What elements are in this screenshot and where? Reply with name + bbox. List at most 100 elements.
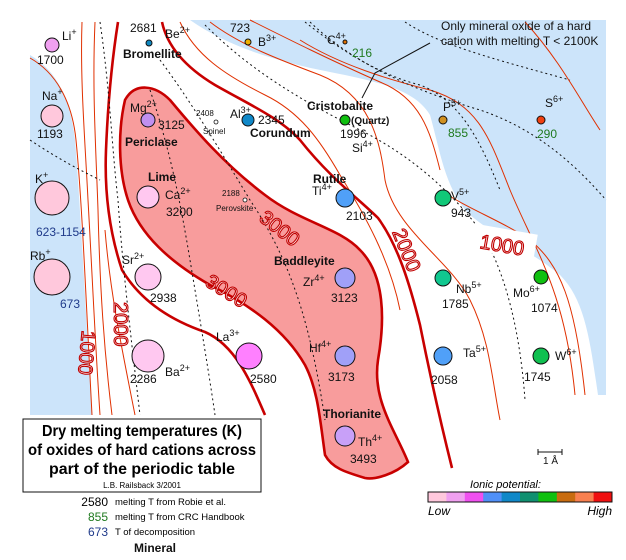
mineral-name: Bromellite [123,47,182,61]
ion-be: Be2+ 2681 Bromellite [123,21,190,61]
melting-temperature: 2580 [250,372,277,386]
melting-temperature: 1996 [340,127,367,141]
ion-circle [532,347,550,365]
melting-temperature: 723 [230,21,250,35]
ion-circle [438,115,448,125]
callout-line-1: Only mineral oxide of a hard [441,19,591,33]
melting-temperature: 2103 [346,209,373,223]
ion-label: Na+ [42,87,63,103]
melting-temperature: 1193 [37,127,63,141]
ion-circle [536,115,546,125]
melting-temperature: 2938 [150,291,177,305]
ion-label: Ba2+ [165,363,190,379]
ion-b: B3+ 723 [230,21,276,49]
contour-2000-left [104,21,267,416]
ionic-scale-swatch [501,492,521,502]
ion-circle [140,112,156,128]
high-temp-region [118,86,410,480]
ion-c: C4+ 216 [327,31,372,60]
melting-temperature: 290 [537,127,557,141]
ion-circle [334,425,356,447]
ion-la: La3+ 2580 [216,328,277,386]
ionic-scale-swatch [464,492,484,502]
ion-circle [533,269,549,285]
ion-circle [145,39,153,47]
ionic-scale-swatch [446,492,466,502]
ionic-scale-swatch [556,492,576,502]
legend-text-decomp: T of decomposition [115,527,195,538]
melting-temperature: 855 [448,126,468,140]
ion-ti: Ti4+ 2103 Rutile [312,172,373,223]
legend-value-crc: 855 [88,510,108,524]
mineral-name: Rutile [313,172,347,186]
ion-label: Zr4+ [303,273,325,289]
mineral-name: Cristobalite [307,99,373,113]
title-line-3: part of the periodic table [49,461,235,478]
mineral-note: (Quartz) [351,116,389,127]
ion-label: Mg2+ [130,99,157,115]
ion-sr: Sr2+ 2938 [122,251,177,305]
ionic-scale-swatch [593,492,613,502]
ionic-scale-high: High [587,504,612,518]
ion-label: V5+ [451,187,469,203]
temperature-legend: 2580 melting T from Robie et al. 855 mel… [81,495,244,555]
ion-label: La3+ [216,328,240,344]
ion-rb: Rb+ 673 [30,247,80,311]
title-line-2: of oxides of hard cations across [28,442,256,459]
svg-text:2408: 2408 [196,109,214,118]
melting-temperature: 1074 [531,301,558,315]
ion-v: V5+943 [434,187,471,220]
ion-ca: Ca2+ 3200 Lime [136,170,193,219]
ion-k: K+ 623-1154 [34,170,86,239]
ion-label: Sr2+ [122,251,144,267]
melting-temperature: 3125 [158,118,185,132]
melting-temperature: 2345 [258,113,285,127]
melting-temperature: 3493 [350,452,377,466]
melting-temperature: 216 [352,46,372,60]
ion-circle [434,189,452,207]
ion-label: Al3+ [230,105,251,121]
ion-circle [334,345,356,367]
mineral-name: Lime [148,170,176,184]
melting-temperature: 3173 [328,370,355,384]
legend-value-robie: 2580 [81,495,108,509]
ion-mg: Mg2+3125 Periclase [125,99,185,149]
melting-temperature: 3123 [331,291,358,305]
ion-label: B3+ [258,33,276,49]
ion-circle [433,346,453,366]
melting-temperature: 673 [60,297,80,311]
ionic-scale-swatch [483,492,503,502]
mineral-name: Corundum [250,126,311,140]
ionic-scale-swatch [575,492,595,502]
low-temp-region-right [190,20,606,395]
ion-label: Rb+ [30,247,51,263]
title-line-1: Dry melting temperatures (K) [42,423,242,440]
ion-label: Th4+ [358,433,382,449]
ion-s: S6+ 290 [536,94,563,141]
ion-label: Li+ [62,27,77,43]
ionic-potential-scale: Ionic potential: Low High [427,479,613,518]
ion-zr: Zr4+ 3123 Baddleyite [274,254,358,305]
ion-ba: Ba2+ 2286 [130,339,190,386]
ion-circle [40,104,64,128]
callout: Only mineral oxide of a hard cation with… [361,19,598,99]
ion-w: W6+ 1745 [524,347,577,384]
ion-label: Ca2+ [165,186,191,202]
ion-layer: Li+ 1700 Be2+ 2681 Bromellite B3+ 723 C4+ 216 Na+… [30,21,577,466]
scale-bar: 1 Å [537,449,563,467]
ion-hf: Hf4+ 3173 [309,339,356,384]
ionic-scale-swatch [428,492,447,502]
melting-temperature: 1745 [524,370,551,384]
ion-label: Si4+ [352,139,373,155]
ion-circle [342,39,348,45]
dotted-lines [29,21,607,421]
ion-circle [241,113,255,127]
ionic-scale-swatch [538,492,558,502]
contour-label-2000: 2000 [387,226,424,276]
ion-circle [339,114,351,126]
ion-circle [334,267,356,289]
ion-circle [131,339,165,373]
legend-text-crc: melting T from CRC Handbook [115,512,245,523]
ion-label: S6+ [545,94,563,110]
